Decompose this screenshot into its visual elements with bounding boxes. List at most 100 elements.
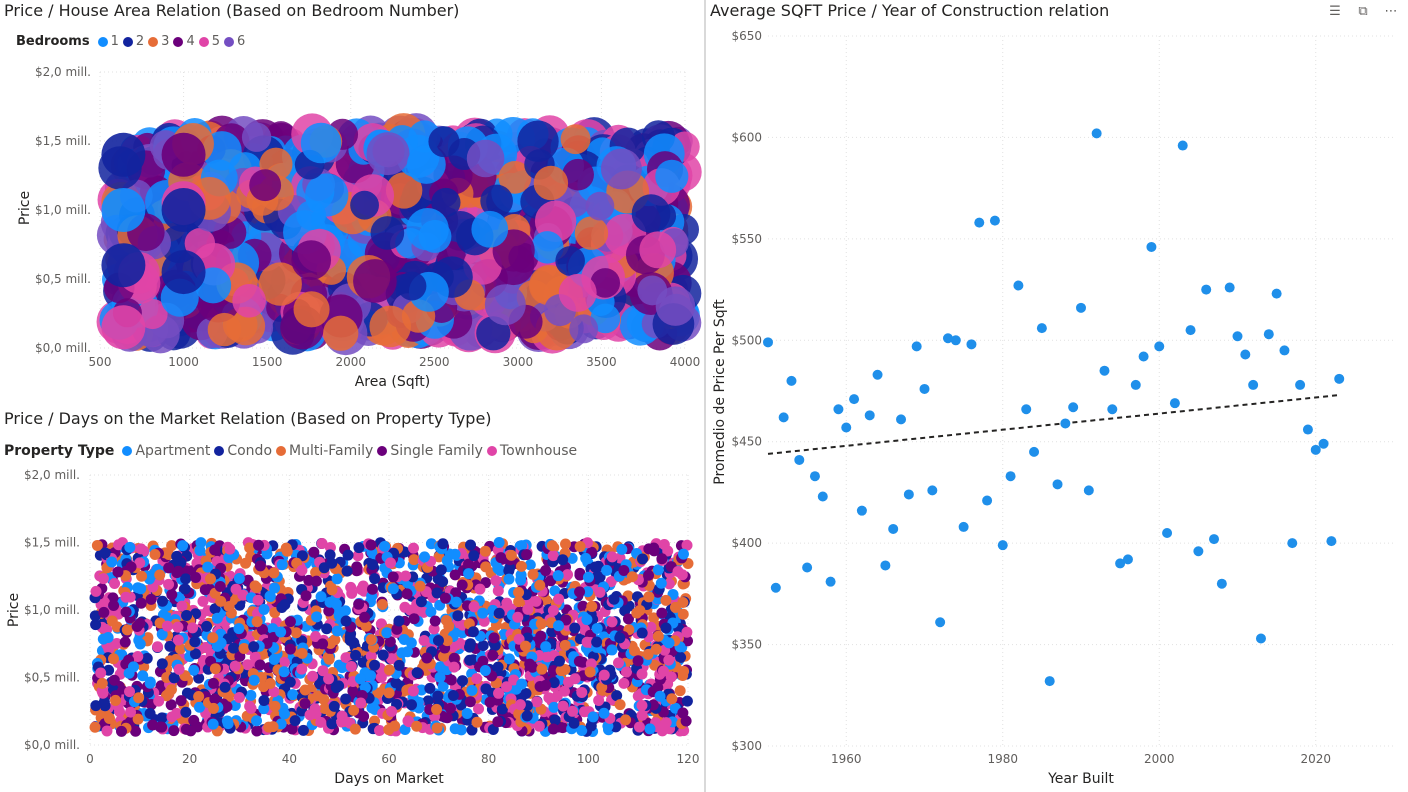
data-point [321, 623, 333, 635]
legend-item-condo[interactable]: Condo [214, 443, 272, 459]
legend-marker [224, 36, 234, 47]
data-point [574, 586, 586, 598]
data-point [101, 725, 113, 737]
data-point [375, 618, 387, 630]
legend-marker [486, 446, 497, 456]
data-point [365, 539, 377, 551]
data-point [649, 659, 661, 671]
filter-icon[interactable]: ☰ [1329, 4, 1341, 19]
data-point [636, 700, 648, 712]
data-point [355, 697, 367, 709]
data-point [596, 681, 608, 693]
data-point [386, 653, 398, 665]
data-point [605, 576, 617, 588]
data-point [616, 543, 628, 555]
data-point [299, 698, 311, 710]
legend-item-townhouse[interactable]: Townhouse [486, 443, 577, 459]
data-point [276, 559, 288, 571]
data-point [296, 564, 308, 576]
data-point [296, 550, 308, 562]
data-point [547, 550, 559, 562]
data-point [252, 594, 264, 606]
data-point [593, 694, 605, 706]
legend-item-3[interactable]: 3 [148, 34, 169, 49]
data-point [101, 188, 146, 232]
legend-item-4[interactable]: 4 [173, 34, 195, 49]
data-point [156, 712, 168, 724]
data-point [119, 636, 131, 648]
y-tick-label: $0,0 mill. [35, 341, 91, 355]
data-point [533, 165, 569, 201]
data-point [517, 120, 559, 162]
data-point [308, 546, 320, 558]
data-point [230, 583, 242, 595]
data-point [560, 124, 591, 155]
data-point [464, 654, 476, 666]
data-point [558, 685, 570, 697]
data-point [802, 562, 813, 573]
data-point [353, 259, 397, 303]
data-point [1076, 302, 1086, 313]
data-point [214, 580, 226, 592]
data-point [194, 544, 206, 556]
data-point [180, 573, 192, 585]
data-point [655, 286, 696, 326]
data-point [251, 616, 263, 628]
data-point [354, 673, 366, 685]
data-point [211, 612, 223, 624]
data-point [264, 590, 276, 602]
legend-item-6[interactable]: 6 [224, 34, 245, 49]
scatter-plot-sqft-year[interactable]: 1960 1980 2000 2020 $300 $350 $400 $450 $500 $550… [706, 0, 1408, 792]
scatter-plot-days-price[interactable]: 0 20 40 60 80 100 120 $0,0 mill. $0,5 mill. $1,0 … [0, 400, 702, 792]
data-point [471, 673, 483, 685]
data-point [1162, 528, 1173, 538]
chart-title: Price / House Area Relation (Based on Be… [4, 1, 460, 20]
data-point [1193, 546, 1204, 557]
data-point [422, 695, 434, 707]
data-point [833, 404, 844, 415]
data-point [680, 715, 692, 727]
data-point [251, 725, 263, 737]
data-point [484, 284, 526, 326]
data-point [553, 593, 565, 605]
more-options-icon[interactable]: ⋯ [1384, 4, 1398, 19]
legend-item-multi-family[interactable]: Multi-Family [276, 443, 373, 459]
data-point [221, 701, 233, 713]
data-point [407, 685, 419, 697]
data-point [549, 714, 561, 726]
data-point [222, 718, 234, 730]
legend-item-1[interactable]: 1 [97, 34, 119, 49]
data-point [161, 188, 206, 232]
data-point [135, 583, 147, 595]
data-point [477, 607, 489, 619]
data-point [342, 549, 354, 561]
data-point [480, 561, 492, 573]
data-point [574, 541, 586, 553]
data-point [348, 704, 360, 716]
legend-item-2[interactable]: 2 [122, 34, 144, 49]
data-point [357, 580, 369, 592]
legend-item-5[interactable]: 5 [198, 34, 220, 49]
data-point [582, 571, 594, 583]
data-point [429, 615, 441, 627]
legend-item-single-family[interactable]: Single Family [377, 443, 483, 459]
data-point [521, 710, 533, 722]
data-point [1083, 485, 1094, 496]
data-point [109, 578, 121, 590]
data-point [614, 699, 626, 711]
data-point [555, 246, 585, 276]
data-point [1263, 329, 1274, 340]
legend-item-apartment[interactable]: Apartment [122, 443, 210, 459]
focus-mode-icon[interactable]: ⧉ [1358, 4, 1368, 19]
y-tick-label: $650 [731, 29, 762, 43]
scatter-plot-area-price[interactable]: 500 1000 1500 2000 2500 3000 3500 4000 $0,0 mill… [0, 0, 702, 400]
data-point [136, 570, 148, 582]
data-point [188, 664, 200, 676]
data-point [513, 586, 525, 598]
data-point [547, 665, 559, 677]
legend: Bedrooms 1 2 3 4 5 6 [16, 34, 249, 49]
data-point [463, 245, 502, 285]
data-point [311, 611, 323, 623]
data-point [172, 621, 184, 633]
data-point [116, 725, 128, 737]
